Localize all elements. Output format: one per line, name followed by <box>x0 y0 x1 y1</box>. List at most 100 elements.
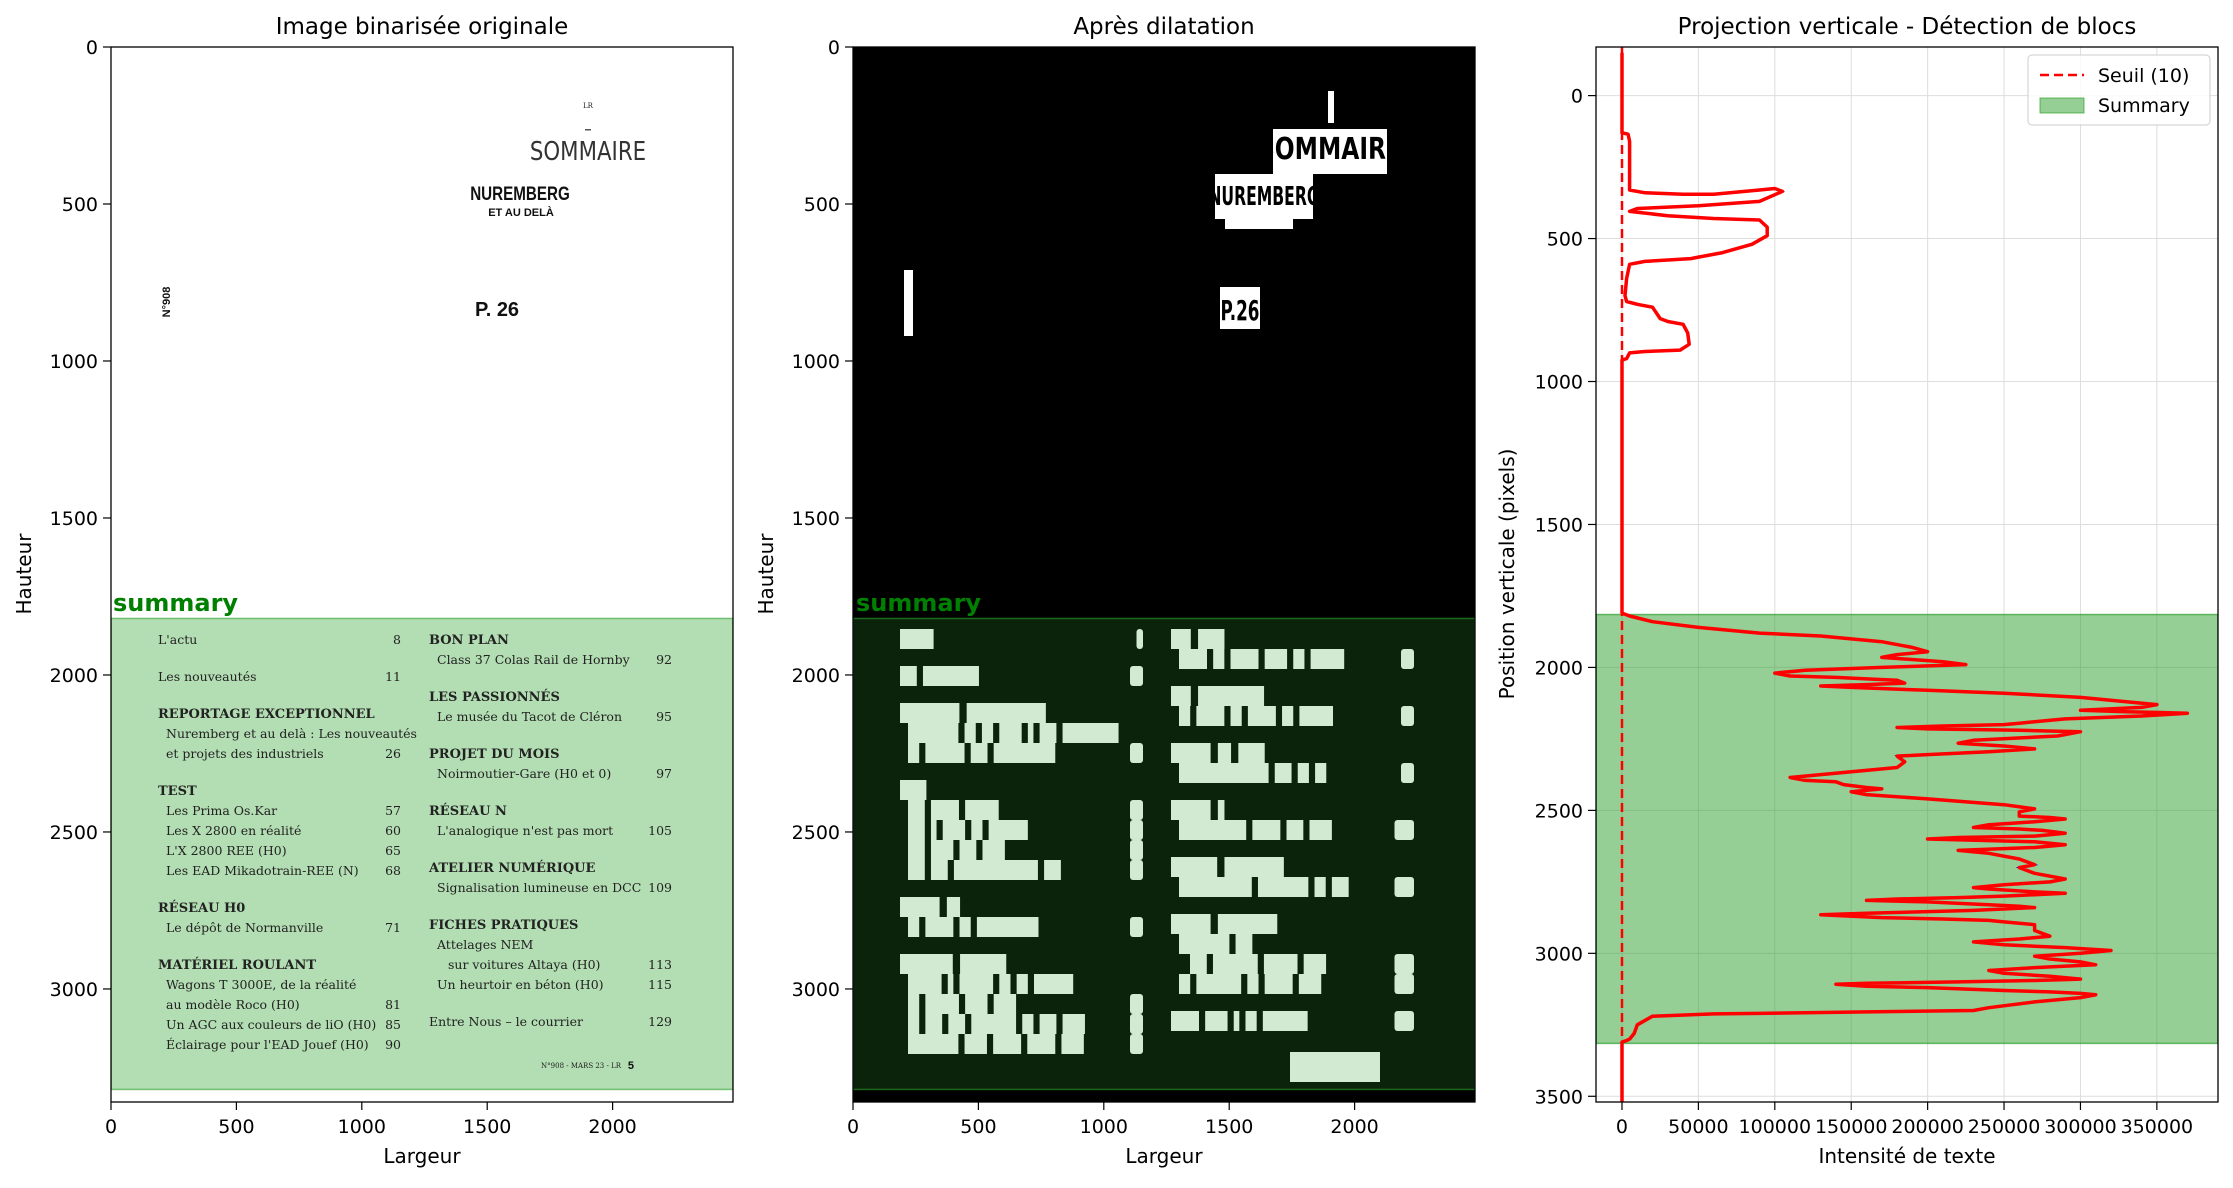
x-tick-label: 1500 <box>463 1116 511 1138</box>
page-feature-title: NUREMBERG <box>470 182 570 204</box>
dilated-word-blob <box>993 994 1017 1014</box>
dilated-word-blob <box>1297 763 1309 783</box>
dilated-word-blob <box>1235 934 1253 954</box>
toc-page-number: 71 <box>385 920 401 935</box>
x-tick-label: 2000 <box>588 1116 636 1138</box>
legend: Seuil (10) Summary <box>2027 54 2211 126</box>
dilated-word-blob <box>1274 763 1292 783</box>
dilated-word-blob <box>930 860 948 880</box>
dilated-page-blob <box>1130 743 1143 763</box>
dilated-word-blob <box>908 1014 920 1034</box>
dilated-blob-issue <box>904 270 913 336</box>
dilated-word-blob <box>1233 1011 1240 1031</box>
dilated-axes-frame <box>852 46 1476 1103</box>
y-tick-label: 2000 <box>792 665 840 687</box>
dilated-word-blob <box>900 780 927 800</box>
toc-entry: Le dépôt de Normanville <box>166 920 323 935</box>
dilated-word-blob <box>953 860 1038 880</box>
dilated-word-blob <box>1299 706 1333 726</box>
toc-page-number: 95 <box>656 709 672 724</box>
x-tick-label: 250000 <box>1968 1116 2041 1138</box>
dilated-word-blob <box>959 917 971 937</box>
dilated-word-blob <box>948 1014 966 1034</box>
y-tick-label: 3000 <box>50 979 98 1001</box>
y-tick-label: 1000 <box>792 351 840 373</box>
dilated-word-blob <box>1264 649 1288 669</box>
dilated-word-blob <box>925 917 954 937</box>
dilated-word-blob <box>900 897 940 917</box>
toc-page-number: 85 <box>385 1017 401 1032</box>
original-y-ticks: 0 500 1000 1500 2000 2500 3000 <box>50 37 111 1001</box>
y-tick-label: 2500 <box>50 822 98 844</box>
original-axes-frame <box>110 46 734 1103</box>
page-sommaire-heading: SOMMAIRE <box>530 136 646 167</box>
x-tick-label: 200000 <box>1891 1116 1964 1138</box>
dilated-word-blob <box>1286 820 1304 840</box>
toc-entry: L'actu <box>158 632 197 647</box>
dilated-word-blob <box>930 800 959 820</box>
toc-entry: Signalisation lumineuse en DCC <box>437 880 641 895</box>
toc-entry: BON PLAN <box>429 633 509 648</box>
dilated-word-blob <box>925 743 965 763</box>
y-tick-label: 3000 <box>1535 943 1583 965</box>
dilated-word-blob <box>1027 1034 1056 1054</box>
dilated-blob-subtitle <box>1225 215 1293 229</box>
toc-entry: RÉSEAU H0 <box>158 900 245 916</box>
x-tick-label: 0 <box>847 1116 859 1138</box>
dilated-word-blob <box>971 820 983 840</box>
toc-page-number: 109 <box>648 880 672 895</box>
dilated-page-blob <box>1130 666 1143 686</box>
dilated-word-blob <box>982 840 1005 860</box>
dilated-word-blob <box>900 666 917 686</box>
original-image-panel: Image binarisée originale LR SOMMAIRE NU… <box>12 14 734 1168</box>
toc-entry: TEST <box>158 784 197 799</box>
dilated-page-background <box>853 47 1475 1102</box>
dilated-page-blob <box>1130 840 1143 860</box>
dilated-word-blob <box>1016 974 1028 994</box>
projection-y-axis-label: Position verticale (pixels) <box>1495 449 1519 700</box>
dilated-word-blob <box>908 994 920 1014</box>
toc-page-number: 65 <box>385 843 401 858</box>
dilated-word-blob <box>1044 860 1061 880</box>
y-tick-label: 3000 <box>792 979 840 1001</box>
projection-panel: Projection verticale - Détection de bloc… <box>1495 14 2219 1168</box>
dilated-sommaire-text: SOMMAIRE <box>1258 132 1402 167</box>
dilated-word-blob <box>1230 706 1242 726</box>
original-x-ticks: 0 500 1000 1500 2000 <box>105 1102 637 1138</box>
toc-entry: Le musée du Tacot de Cléron <box>437 709 622 724</box>
table-of-contents: L'actu 8 Les nouveautés 11 REPORTAGE EXCEPTI… <box>158 632 672 1052</box>
dilated-word-blob <box>930 840 954 860</box>
page-feature-subtitle: ET AU DELÀ <box>488 206 554 219</box>
x-tick-label: 1000 <box>338 1116 386 1138</box>
projection-axes-frame <box>1595 46 2219 1103</box>
page-issue-vertical: N°908 <box>161 287 173 318</box>
x-tick-label: 300000 <box>2044 1116 2117 1138</box>
dilated-word-blob <box>970 743 988 763</box>
dilated-word-blob <box>988 820 1028 840</box>
dilated-word-blob <box>1263 954 1298 974</box>
dilated-word-blob <box>1190 954 1207 974</box>
dilated-word-blob <box>908 840 925 860</box>
toc-entry: LES PASSIONNÉS <box>429 689 560 705</box>
toc-entry: RÉSEAU N <box>429 803 507 819</box>
dilated-nuremberg-text: NUREMBERG <box>1208 182 1319 212</box>
dilated-word-blob <box>1179 934 1230 954</box>
dilated-word-blob <box>981 723 994 743</box>
toc-entry: Entre Nous – le courrier <box>429 1014 583 1029</box>
dilated-word-blob <box>1062 1014 1085 1034</box>
toc-entry: Un AGC aux couleurs de liO (H0) <box>166 1017 376 1032</box>
toc-entry: Les X 2800 en réalité <box>166 823 301 838</box>
dilated-word-blob <box>1224 857 1284 877</box>
y-tick-label: 1000 <box>1535 372 1583 394</box>
dilated-y-ticks: 0 500 1000 1500 2000 2500 3000 <box>792 37 853 1001</box>
x-tick-label: 1000 <box>1080 1116 1128 1138</box>
dilated-page-blob <box>1130 1014 1143 1034</box>
dilated-word-blob <box>925 994 959 1014</box>
dilated-word-blob <box>908 974 942 994</box>
toc-entry: sur voitures Altaya (H0) <box>448 957 600 972</box>
dilated-word-blob <box>1315 763 1327 783</box>
dilated-word-blob <box>1179 974 1191 994</box>
dilated-word-blob <box>942 820 966 840</box>
projection-y-ticks: 0 500 1000 1500 2000 2500 3000 3500 <box>1535 86 1596 1108</box>
page-reference: P. 26 <box>475 299 519 321</box>
